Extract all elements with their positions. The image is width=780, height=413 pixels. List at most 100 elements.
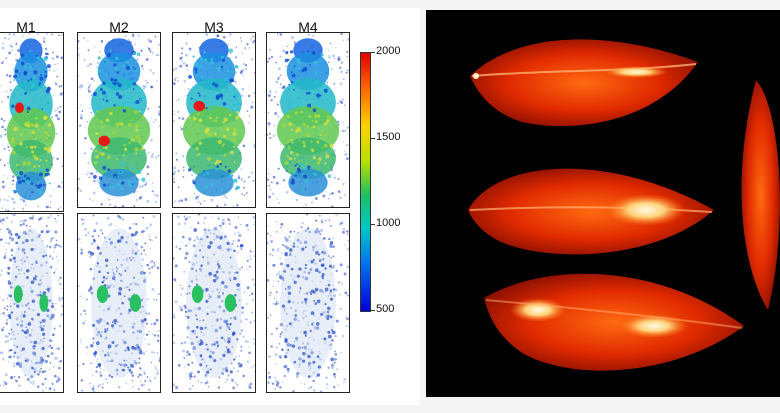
noise-speckle	[320, 219, 323, 222]
signal-speckle	[319, 134, 322, 137]
signal-speckle	[206, 235, 209, 239]
signal-speckle	[198, 65, 202, 69]
signal-speckle	[227, 183, 230, 186]
signal-speckle	[39, 321, 42, 324]
signal-speckle	[211, 343, 214, 346]
signal-speckle	[52, 236, 54, 239]
signal-speckle	[31, 191, 34, 194]
noise-speckle	[183, 270, 186, 273]
signal-speckle	[104, 258, 109, 263]
signal-speckle	[16, 96, 19, 99]
noise-speckle	[337, 120, 340, 124]
noise-speckle	[11, 45, 13, 48]
signal-speckle	[128, 256, 131, 259]
noise-speckle	[132, 222, 135, 225]
noise-speckle	[278, 76, 280, 78]
signal-speckle	[25, 304, 28, 307]
noise-speckle	[156, 339, 160, 343]
signal-speckle	[285, 51, 289, 55]
noise-speckle	[338, 294, 341, 296]
signal-speckle	[114, 322, 117, 325]
noise-speckle	[342, 141, 344, 143]
noise-speckle	[335, 269, 338, 273]
signal-speckle	[105, 277, 108, 280]
noise-speckle	[79, 124, 82, 127]
signal-speckle	[323, 121, 326, 124]
noise-speckle	[231, 377, 233, 380]
noise-speckle	[267, 316, 270, 320]
noise-speckle	[319, 214, 321, 217]
signal-speckle	[24, 92, 28, 95]
signal-speckle	[199, 319, 201, 322]
noise-speckle	[237, 239, 241, 242]
signal-speckle	[309, 329, 312, 332]
noise-speckle	[248, 265, 251, 268]
noise-speckle	[54, 308, 56, 310]
noise-speckle	[83, 36, 86, 40]
noise-speckle	[55, 55, 59, 59]
noise-speckle	[180, 199, 184, 202]
noise-speckle	[268, 172, 270, 175]
signal-speckle	[134, 147, 139, 152]
signal-speckle	[19, 171, 24, 176]
noise-speckle	[236, 204, 239, 207]
noise-speckle	[276, 33, 279, 35]
signal-speckle	[43, 56, 48, 61]
noise-speckle	[0, 158, 2, 161]
signal-speckle	[292, 88, 295, 91]
noise-speckle	[182, 175, 185, 178]
noise-speckle	[158, 359, 160, 363]
noise-speckle	[343, 78, 345, 80]
noise-speckle	[0, 351, 4, 355]
signal-speckle	[35, 261, 38, 264]
noise-speckle	[4, 128, 7, 131]
signal-speckle	[127, 183, 132, 188]
signal-speckle	[101, 90, 106, 95]
noise-speckle	[198, 194, 201, 196]
signal-speckle	[11, 139, 15, 144]
signal-speckle	[308, 115, 312, 118]
signal-speckle	[99, 120, 103, 124]
signal-speckle	[289, 344, 292, 347]
noise-speckle	[276, 231, 278, 233]
noise-speckle	[92, 214, 95, 217]
noise-speckle	[149, 40, 153, 43]
noise-speckle	[94, 355, 96, 358]
signal-speckle	[314, 229, 318, 234]
noise-speckle	[12, 183, 14, 186]
signal-speckle	[216, 165, 220, 169]
noise-speckle	[1, 218, 5, 222]
noise-speckle	[1, 222, 4, 224]
tick-mark-1500	[371, 138, 375, 139]
signal-speckle	[185, 251, 189, 256]
noise-speckle	[181, 117, 185, 120]
noise-speckle	[181, 155, 185, 158]
signal-speckle	[132, 88, 135, 91]
signal-speckle	[186, 293, 188, 295]
signal-speckle	[334, 352, 338, 356]
noise-speckle	[0, 269, 4, 272]
signal-speckle	[209, 241, 213, 245]
noise-speckle	[10, 221, 13, 223]
signal-speckle	[137, 361, 141, 364]
noise-speckle	[346, 317, 349, 321]
signal-speckle	[281, 348, 284, 351]
noise-speckle	[347, 239, 349, 242]
signal-speckle	[32, 76, 36, 80]
signal-speckle	[101, 281, 104, 284]
noise-speckle	[51, 382, 54, 385]
signal-speckle	[125, 65, 131, 71]
noise-speckle	[2, 385, 4, 387]
signal-speckle	[207, 297, 210, 300]
signal-speckle	[221, 134, 224, 137]
noise-speckle	[250, 38, 252, 40]
fluorescence-mouse-svg	[173, 214, 255, 391]
signal-speckle	[21, 347, 26, 351]
signal-speckle	[113, 63, 117, 67]
noise-speckle	[14, 379, 17, 381]
noise-speckle	[58, 85, 61, 88]
signal-speckle	[298, 139, 301, 142]
signal-speckle	[13, 78, 16, 82]
signal-speckle	[16, 164, 19, 167]
signal-speckle	[36, 312, 41, 317]
